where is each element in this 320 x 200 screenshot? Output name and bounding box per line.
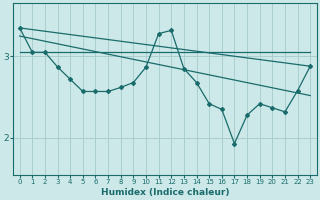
X-axis label: Humidex (Indice chaleur): Humidex (Indice chaleur) — [101, 188, 229, 197]
